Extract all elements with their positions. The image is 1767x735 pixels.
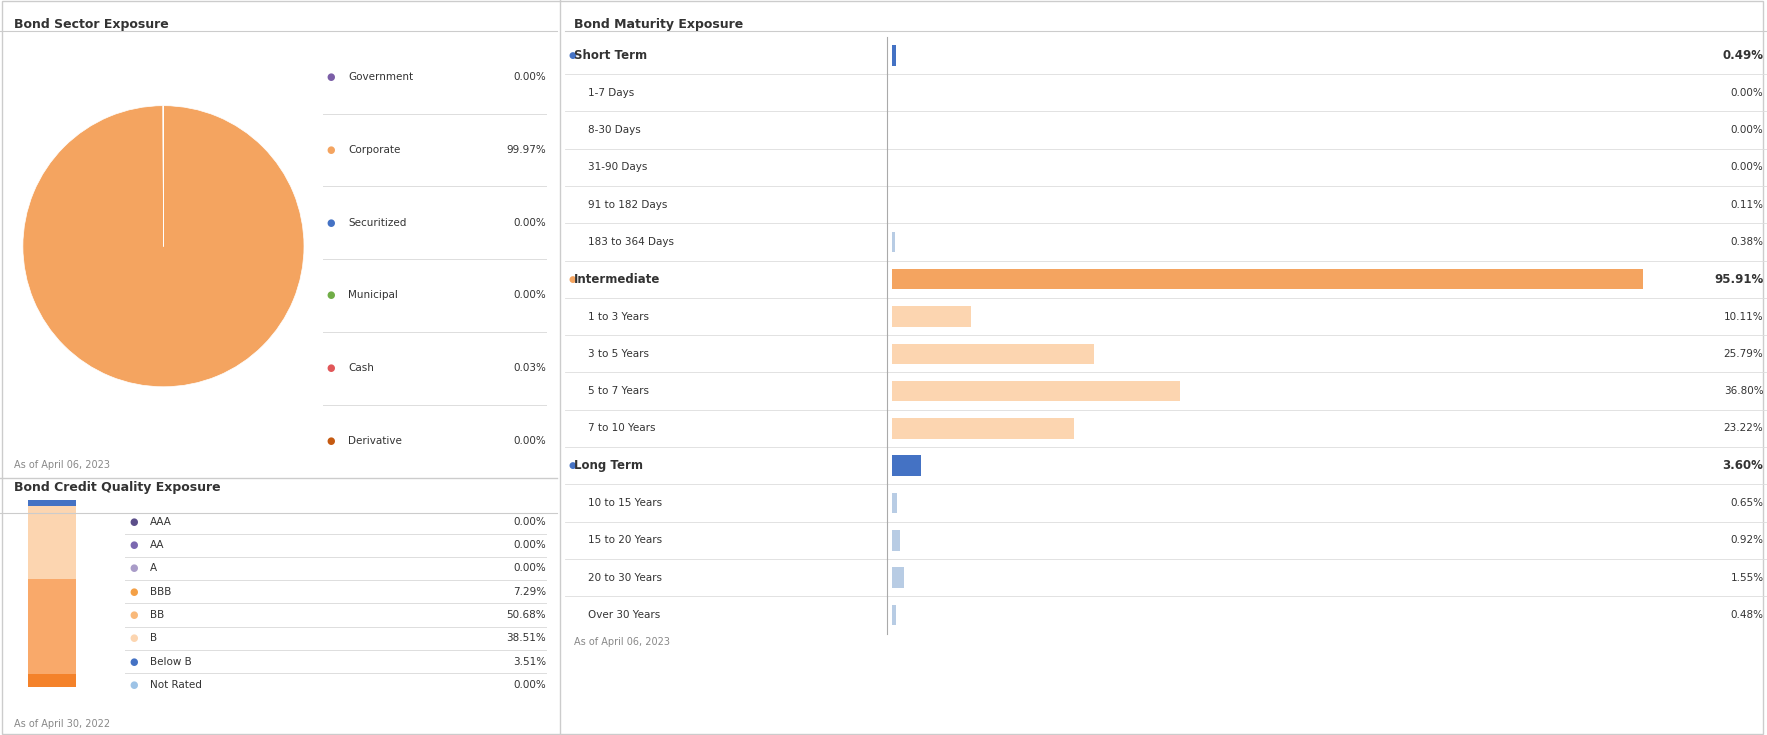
Text: 95.91%: 95.91% bbox=[1714, 273, 1763, 286]
Text: 23.22%: 23.22% bbox=[1725, 423, 1763, 434]
Text: 1.55%: 1.55% bbox=[1730, 573, 1763, 583]
Text: 0.00%: 0.00% bbox=[1730, 125, 1763, 135]
Text: 3 to 5 Years: 3 to 5 Years bbox=[588, 349, 650, 359]
Text: 1-7 Days: 1-7 Days bbox=[588, 87, 634, 98]
Text: 25.79%: 25.79% bbox=[1725, 349, 1763, 359]
Text: ●: ● bbox=[327, 363, 336, 373]
Text: 0.92%: 0.92% bbox=[1730, 535, 1763, 545]
Text: 0.00%: 0.00% bbox=[512, 564, 546, 573]
Text: 7.29%: 7.29% bbox=[512, 587, 546, 597]
Text: Corporate: Corporate bbox=[348, 145, 401, 155]
Bar bbox=[28, 506, 76, 578]
Text: AAA: AAA bbox=[150, 517, 171, 527]
Text: ●: ● bbox=[327, 72, 336, 82]
Text: Cash: Cash bbox=[348, 363, 375, 373]
Text: AA: AA bbox=[150, 540, 164, 551]
Text: ●: ● bbox=[129, 517, 138, 527]
Text: 0.00%: 0.00% bbox=[512, 517, 546, 527]
Text: B: B bbox=[150, 634, 157, 643]
Text: ●: ● bbox=[129, 610, 138, 620]
Text: ●: ● bbox=[129, 656, 138, 667]
Text: 38.51%: 38.51% bbox=[507, 634, 546, 643]
Text: Bond Credit Quality Exposure: Bond Credit Quality Exposure bbox=[14, 481, 221, 495]
Text: Short Term: Short Term bbox=[574, 49, 647, 62]
Text: As of April 06, 2023: As of April 06, 2023 bbox=[14, 460, 110, 470]
Text: 0.03%: 0.03% bbox=[512, 363, 546, 373]
Text: 0.11%: 0.11% bbox=[1730, 200, 1763, 209]
Text: 0.00%: 0.00% bbox=[512, 290, 546, 301]
Text: 50.68%: 50.68% bbox=[507, 610, 546, 620]
Text: 36.80%: 36.80% bbox=[1725, 386, 1763, 396]
Text: 0.49%: 0.49% bbox=[1723, 49, 1763, 62]
Text: 0.00%: 0.00% bbox=[512, 72, 546, 82]
Text: As of April 30, 2022: As of April 30, 2022 bbox=[14, 719, 110, 729]
Text: 1 to 3 Years: 1 to 3 Years bbox=[588, 312, 650, 321]
Text: 3.51%: 3.51% bbox=[512, 656, 546, 667]
Text: 0.00%: 0.00% bbox=[1730, 162, 1763, 172]
Text: BB: BB bbox=[150, 610, 164, 620]
Text: 0.00%: 0.00% bbox=[512, 436, 546, 446]
Text: 0.00%: 0.00% bbox=[512, 680, 546, 690]
Text: 3.60%: 3.60% bbox=[1723, 459, 1763, 472]
Text: 8-30 Days: 8-30 Days bbox=[588, 125, 641, 135]
Text: ●: ● bbox=[129, 634, 138, 643]
Text: 0.00%: 0.00% bbox=[512, 540, 546, 551]
Text: ●: ● bbox=[129, 680, 138, 690]
Text: 31-90 Days: 31-90 Days bbox=[588, 162, 648, 172]
Text: Government: Government bbox=[348, 72, 413, 82]
Text: 20 to 30 Years: 20 to 30 Years bbox=[588, 573, 663, 583]
Text: Bond Maturity Exposure: Bond Maturity Exposure bbox=[574, 18, 744, 32]
Text: ●: ● bbox=[129, 564, 138, 573]
Text: 99.97%: 99.97% bbox=[507, 145, 546, 155]
Bar bbox=[28, 500, 76, 506]
Text: Municipal: Municipal bbox=[348, 290, 398, 301]
Text: ●: ● bbox=[569, 275, 576, 284]
Text: Securitized: Securitized bbox=[348, 218, 406, 228]
Text: 0.38%: 0.38% bbox=[1730, 237, 1763, 247]
Text: ●: ● bbox=[327, 145, 336, 155]
Text: BBB: BBB bbox=[150, 587, 171, 597]
Text: ●: ● bbox=[327, 436, 336, 446]
Bar bbox=[28, 578, 76, 673]
Text: 10.11%: 10.11% bbox=[1725, 312, 1763, 321]
Text: 91 to 182 Days: 91 to 182 Days bbox=[588, 200, 668, 209]
Text: Over 30 Years: Over 30 Years bbox=[588, 610, 661, 620]
Text: ●: ● bbox=[569, 51, 576, 60]
Text: Derivative: Derivative bbox=[348, 436, 401, 446]
Text: ●: ● bbox=[327, 218, 336, 228]
Text: ●: ● bbox=[129, 587, 138, 597]
Text: 0.65%: 0.65% bbox=[1730, 498, 1763, 508]
Text: ●: ● bbox=[327, 290, 336, 301]
Bar bbox=[28, 673, 76, 687]
Text: 10 to 15 Years: 10 to 15 Years bbox=[588, 498, 663, 508]
Text: Intermediate: Intermediate bbox=[574, 273, 661, 286]
Text: A: A bbox=[150, 564, 157, 573]
Text: ●: ● bbox=[569, 462, 576, 470]
Text: 0.00%: 0.00% bbox=[512, 218, 546, 228]
Text: 15 to 20 Years: 15 to 20 Years bbox=[588, 535, 663, 545]
Text: 5 to 7 Years: 5 to 7 Years bbox=[588, 386, 650, 396]
Text: Not Rated: Not Rated bbox=[150, 680, 201, 690]
Wedge shape bbox=[23, 106, 304, 387]
Text: Bond Sector Exposure: Bond Sector Exposure bbox=[14, 18, 170, 32]
Text: 183 to 364 Days: 183 to 364 Days bbox=[588, 237, 675, 247]
Text: Long Term: Long Term bbox=[574, 459, 643, 472]
Text: As of April 06, 2023: As of April 06, 2023 bbox=[574, 637, 670, 648]
Text: 0.00%: 0.00% bbox=[1730, 87, 1763, 98]
Text: 0.48%: 0.48% bbox=[1730, 610, 1763, 620]
Text: Below B: Below B bbox=[150, 656, 193, 667]
Text: ●: ● bbox=[129, 540, 138, 551]
Text: 7 to 10 Years: 7 to 10 Years bbox=[588, 423, 656, 434]
